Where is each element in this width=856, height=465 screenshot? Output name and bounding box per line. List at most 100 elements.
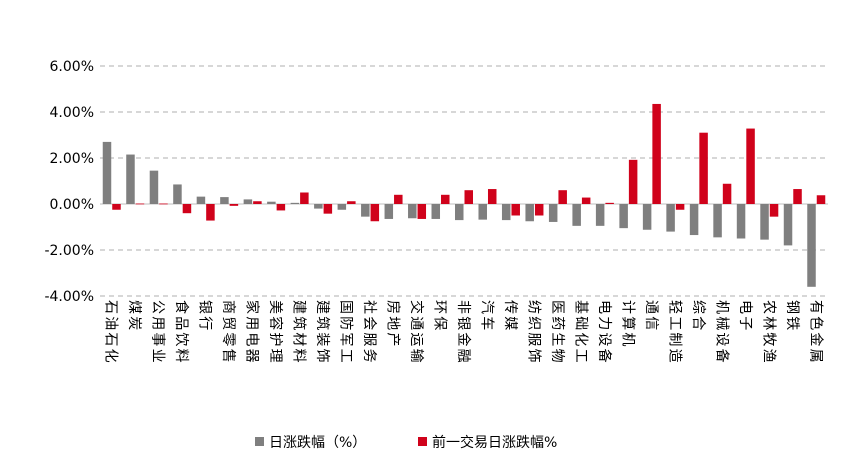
legend: 日涨跌幅（%） 前一交易日涨跌幅% (255, 434, 557, 451)
x-tick-char: 备 (713, 349, 730, 363)
legend-item: 日涨跌幅（%） (255, 435, 366, 451)
bar-previous-day-change (300, 192, 309, 204)
bar-daily-change (149, 170, 159, 204)
x-tick-label: 通信 (643, 300, 659, 330)
x-tick-char: 械 (713, 316, 729, 330)
bar-previous-day-change (628, 159, 638, 204)
bar-daily-change (408, 204, 417, 219)
x-tick-char: 医 (549, 300, 565, 314)
x-tick-char: 房 (385, 300, 401, 314)
x-tick-char: 金 (807, 332, 823, 346)
y-tick-label: 6.00% (50, 59, 94, 75)
x-tick-char: 护 (267, 332, 283, 346)
y-axis: -4.00% -2.00% 0.00% 2.00% 4.00% 6.00% (44, 59, 94, 305)
bar-daily-change (572, 204, 581, 226)
bar-daily-change (196, 196, 206, 204)
bar-previous-day-change (487, 189, 497, 204)
x-tick-char: 料 (173, 349, 189, 363)
legend-swatch (418, 437, 427, 446)
bar-previous-day-change (441, 194, 450, 204)
x-tick-char: 公 (150, 300, 166, 314)
legend-item: 前一交易日涨跌幅% (418, 434, 557, 451)
x-tick-char: 品 (173, 316, 189, 330)
x-tick-label: 钢铁 (784, 300, 800, 330)
bar-previous-day-change (253, 201, 262, 204)
bar-previous-day-change (182, 204, 192, 214)
bar-previous-day-change (112, 204, 121, 210)
x-tick-char: 理 (267, 349, 283, 363)
bar-previous-day-change (722, 183, 732, 204)
x-tick-char: 社 (361, 300, 377, 314)
x-tick-char: 合 (690, 316, 706, 330)
bar-daily-change (501, 204, 511, 221)
bar-previous-day-change (347, 201, 356, 204)
x-tick-char: 服 (525, 332, 541, 346)
x-tick-char: 轻 (666, 300, 682, 314)
x-tick-char: 筑 (291, 316, 307, 330)
x-tick-char: 融 (455, 349, 471, 363)
x-tick-label: 环保 (432, 300, 448, 330)
x-tick-char: 产 (385, 332, 401, 346)
x-tick-char: 有 (807, 300, 823, 314)
x-tick-label: 煤炭 (126, 300, 142, 330)
x-tick-char: 建 (314, 300, 330, 314)
x-tick-char: 贸 (220, 316, 236, 330)
bar-daily-change (431, 204, 441, 219)
x-tick-char: 煤 (126, 300, 142, 314)
x-tick-char: 金 (455, 332, 471, 346)
bar-daily-change (220, 197, 229, 204)
bar-daily-change (760, 204, 769, 240)
x-tick-char: 色 (807, 316, 824, 330)
bar-previous-day-change (394, 194, 403, 204)
x-tick-char: 电 (737, 300, 753, 314)
x-tick-char: 牧 (760, 332, 776, 346)
bar-previous-day-change (793, 189, 802, 204)
x-tick-char: 饮 (173, 332, 189, 346)
x-tick-char: 材 (291, 332, 307, 346)
x-tick-char: 电 (244, 332, 260, 346)
x-tick-char: 保 (432, 316, 448, 330)
x-tick-char: 军 (338, 332, 354, 346)
bars (102, 103, 826, 287)
bar-daily-change (102, 141, 112, 204)
bar-daily-change (595, 204, 605, 226)
bar-daily-change (713, 204, 722, 238)
x-tick-char: 工 (338, 349, 354, 363)
x-tick-char: 器 (244, 349, 260, 363)
y-tick-label: 4.00% (50, 105, 94, 121)
bar-previous-day-change (558, 190, 567, 204)
x-tick-char: 饰 (525, 349, 541, 363)
bar-previous-day-change (229, 204, 239, 206)
x-tick-char: 务 (361, 349, 377, 363)
x-tick-char: 地 (385, 316, 401, 330)
x-tick-char: 事 (150, 332, 166, 346)
bar-previous-day-change (769, 204, 779, 217)
bar-daily-change (642, 204, 652, 230)
bar-daily-change (314, 204, 323, 209)
x-tick-char: 纺 (525, 300, 541, 314)
x-tick-label: 电子 (737, 300, 753, 330)
x-tick-char: 物 (549, 349, 565, 363)
bar-daily-change (807, 204, 816, 287)
x-tick-char: 容 (267, 316, 284, 330)
bar-daily-change (619, 204, 628, 229)
x-tick-char: 美 (267, 300, 283, 314)
x-tick-char: 建 (291, 300, 307, 314)
x-tick-char: 信 (643, 316, 659, 330)
x-tick-char: 织 (525, 316, 541, 330)
x-tick-char: 电 (596, 300, 612, 314)
x-tick-char: 药 (549, 316, 565, 330)
legend-swatch (255, 437, 264, 446)
x-tick-char: 机 (619, 332, 635, 346)
x-tick-label: 传媒 (502, 300, 518, 330)
x-tick-char: 银 (455, 316, 471, 330)
